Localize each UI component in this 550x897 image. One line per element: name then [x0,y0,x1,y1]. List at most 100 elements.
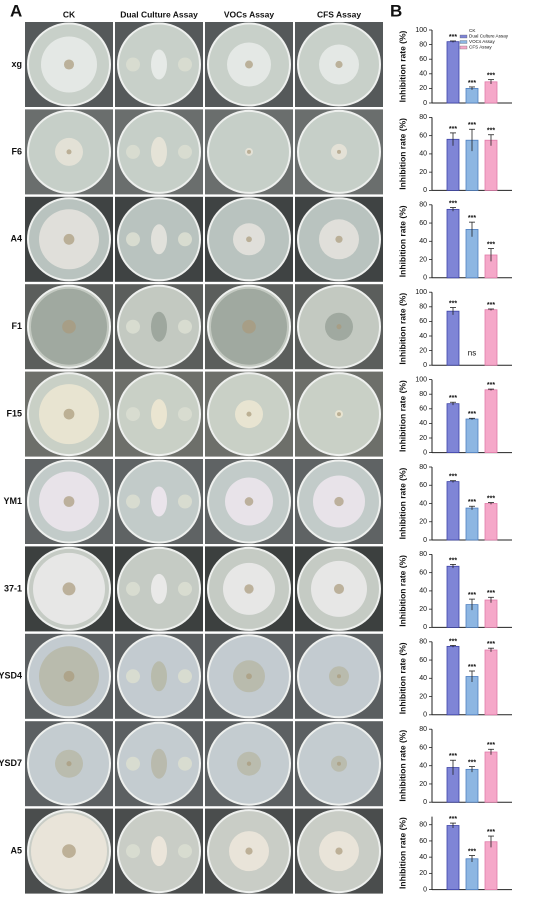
colony [151,748,167,779]
bar [465,418,479,453]
colony [151,573,167,604]
bar [446,825,460,890]
colony-center [337,412,341,417]
y-tick-label: 60 [419,318,427,325]
bar [446,208,460,279]
colony-center [245,847,253,855]
y-tick-label: 100 [415,376,427,383]
y-axis-label: Inhibition rate (%) [397,817,407,889]
significance-label: *** [468,499,476,506]
y-axis-label: Inhibition rate (%) [397,467,407,539]
legend-label: CFS Assay [469,45,492,50]
y-tick-label: 60 [419,406,427,413]
y-tick-label: 0 [423,624,427,631]
colony [126,844,140,859]
bar [484,599,498,628]
bar [484,81,498,104]
column-header: Dual Culture Assay [120,9,198,19]
y-tick-label: 40 [419,420,427,427]
colony-center [246,411,252,417]
row-label: A4 [10,234,22,244]
bar [484,389,498,454]
legend-swatch [459,34,468,39]
y-axis-label: Inhibition rate (%) [397,555,407,627]
colony-center [336,324,342,330]
significance-label: *** [449,300,457,307]
row-label: xg [11,59,22,69]
colony [126,581,140,596]
significance-label: *** [487,495,495,502]
y-tick-label: 80 [419,304,427,311]
legend-label: VOCs Assay [469,39,495,44]
colony-center [246,236,252,243]
colony-center [335,235,343,243]
significance-label: *** [487,641,495,648]
y-tick-label: 80 [419,41,427,48]
colony-center [337,761,341,766]
colony [126,407,140,422]
colony [126,669,140,684]
colony-center [246,761,252,766]
colony [178,407,192,422]
colony [151,136,167,167]
y-tick-label: 40 [419,71,427,78]
y-tick-label: 40 [419,854,427,861]
colony-center [337,674,341,679]
significance-label: ns [468,348,476,357]
bar [446,41,460,104]
y-tick-label: 80 [419,202,427,209]
row-label: YM1 [3,496,22,506]
colony-center [244,584,254,594]
colony [151,49,167,80]
significance-label: *** [487,829,495,836]
bar [465,88,479,104]
y-tick-label: 60 [419,744,427,751]
significance-label: *** [487,382,495,389]
colony-center [63,233,75,245]
y-tick-label: 60 [419,132,427,139]
colony-center [333,583,345,594]
colony-center [62,844,76,858]
significance-label: *** [449,557,457,564]
colony-center [63,670,75,682]
significance-label: *** [487,590,495,597]
legend-swatch [460,29,467,33]
y-tick-label: 20 [419,781,427,788]
colony [126,57,140,72]
significance-label: *** [449,34,457,41]
y-tick-label: 60 [419,220,427,227]
panel-label: A [10,1,22,20]
bar [446,138,460,191]
y-tick-label: 100 [415,27,427,34]
colony [178,319,192,334]
y-tick-label: 20 [419,693,427,700]
bar [446,403,460,454]
y-axis-label: Inhibition rate (%) [397,293,407,365]
column-header: CK [63,9,76,19]
significance-label: *** [487,72,495,79]
y-tick-label: 80 [419,822,427,829]
significance-label: *** [449,816,457,823]
colony [126,756,140,771]
y-tick-label: 40 [419,238,427,245]
colony-center [66,149,72,155]
y-tick-label: 80 [419,391,427,398]
y-axis-label: Inhibition rate (%) [397,205,407,277]
y-tick-label: 60 [419,569,427,576]
column-header: CFS Assay [317,9,361,19]
significance-label: *** [449,395,457,402]
row-label: F6 [11,146,22,156]
colony-center [66,761,72,767]
significance-label: *** [468,759,476,766]
y-axis-label: Inhibition rate (%) [397,118,407,190]
colony [178,494,192,509]
y-tick-label: 0 [423,449,427,456]
colony [126,494,140,509]
significance-label: *** [468,80,476,87]
colony-center [335,60,343,69]
colony [151,836,167,867]
y-tick-label: 80 [419,551,427,558]
y-tick-label: 0 [423,100,427,107]
y-tick-label: 20 [419,870,427,877]
y-tick-label: 0 [423,712,427,719]
